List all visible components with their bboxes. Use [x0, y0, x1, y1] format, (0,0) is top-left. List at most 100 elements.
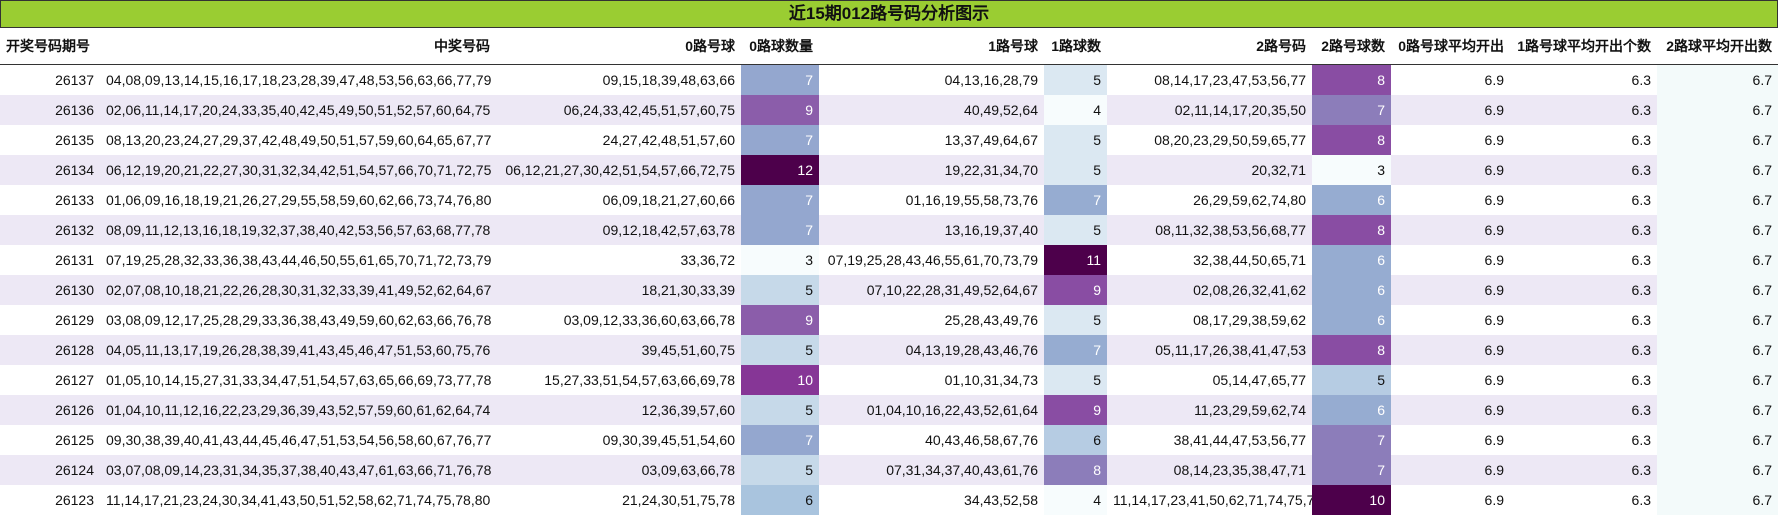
count-cell: 5 [1044, 364, 1107, 395]
count-cell: 7 [1044, 184, 1107, 215]
cell: 26129 [55, 311, 94, 328]
cell: 6.9 [1484, 491, 1504, 508]
cell: 26126 [0, 394, 100, 425]
cell: 39,45,51,60,75 [496, 334, 741, 365]
cell: 04,05,11,13,17,19,26,28,38,39,41,43,45,4… [100, 334, 496, 365]
cell: 6.7 [1657, 424, 1778, 455]
cell: 07,19,25,28,43,46,55,61,70,73,79 [827, 251, 1038, 268]
table-row: 26125 09,30,38,39,40,41,43,44,45,46,47,51… [0, 424, 1778, 455]
cell: 18,21,30,33,39 [496, 274, 741, 305]
count-cell: 9 [1044, 394, 1107, 425]
cell: 11,14,17,21,23,24,30,34,41,43,50,51,52,5… [106, 491, 491, 508]
count-cell: 6 [1312, 184, 1391, 215]
cell: 6.7 [1657, 154, 1778, 185]
cell: 15,27,33,51,54,57,63,66,69,78 [544, 371, 735, 388]
count-cell: 10 [741, 364, 819, 395]
count-cell: 7 [741, 214, 819, 245]
cell: 02,11,14,17,20,35,50 [1107, 94, 1312, 125]
cell: 40,49,52,64 [819, 94, 1044, 125]
count-cell: 5 [741, 274, 819, 305]
count-cell: 4 [1044, 484, 1107, 515]
table-row: 26126 01,04,10,11,12,16,22,23,29,36,39,43… [0, 394, 1778, 425]
count-cell: 5 [1044, 64, 1107, 95]
cell: 26125 [55, 431, 94, 448]
cell: 06,09,18,21,27,60,66 [602, 191, 735, 208]
count-cell: 6 [1312, 274, 1391, 305]
cell: 6.9 [1391, 274, 1510, 305]
cell: 6.3 [1631, 191, 1651, 208]
table-row: 26124 03,07,08,09,14,23,31,34,35,37,38,40… [0, 454, 1778, 485]
cell: 26131 [55, 251, 94, 268]
cell: 6.7 [1657, 394, 1778, 425]
cell: 08,14,23,35,38,47,71 [1107, 454, 1312, 485]
cell: 06,12,19,20,21,22,27,30,31,32,34,42,51,5… [100, 154, 496, 185]
count-cell: 5 [1044, 304, 1107, 335]
cell: 6.7 [1657, 94, 1778, 125]
cell: 11,14,17,23,41,50,62,71,74,75,78,80 [1113, 491, 1312, 508]
cell: 6.3 [1631, 131, 1651, 148]
cell: 09,15,18,39,48,63,66 [602, 71, 735, 88]
cell: 6.3 [1631, 491, 1651, 508]
cell: 01,16,19,55,58,73,76 [905, 191, 1038, 208]
count-cell: 7 [1312, 424, 1391, 455]
table-row: 26128 04,05,11,13,17,19,26,28,38,39,41,43… [0, 334, 1778, 365]
count-cell: 5 [1044, 214, 1107, 245]
table-row: 26123 11,14,17,21,23,24,30,34,41,43,50,51… [0, 484, 1778, 515]
cell: 03,07,08,09,14,23,31,34,35,37,38,40,43,4… [100, 454, 496, 485]
count-cell: 3 [1312, 154, 1391, 185]
table-row: 26135 08,13,20,23,24,27,29,37,42,48,49,50… [0, 124, 1778, 155]
cell: 03,08,09,12,17,25,28,29,33,36,38,43,49,5… [106, 311, 492, 328]
count-cell: 8 [1312, 334, 1391, 365]
table-row: 26136 02,06,11,14,17,20,24,33,35,40,42,45… [0, 94, 1778, 125]
count-cell: 9 [1044, 274, 1107, 305]
column-header: 1路球数 [1044, 28, 1107, 65]
data-table: 开奖号码期号 中奖号码 0路号球 0路球数量 1路号球 1路球数 2路号码 2路号球数 0路号球… [0, 28, 1778, 515]
cell: 6.9 [1391, 454, 1510, 485]
count-cell: 8 [1312, 214, 1391, 245]
cell: 6.3 [1631, 371, 1651, 388]
cell: 34,43,52,58 [964, 491, 1038, 508]
count-cell: 6 [1312, 394, 1391, 425]
column-header: 开奖号码期号 [0, 28, 100, 65]
count-cell: 6 [741, 484, 819, 515]
count-cell: 11 [1044, 244, 1107, 275]
count-cell: 6 [1044, 424, 1107, 455]
cell: 13,16,19,37,40 [819, 214, 1044, 245]
cell: 01,10,31,34,73 [944, 371, 1038, 388]
cell: 6.9 [1391, 214, 1510, 245]
count-cell: 5 [741, 454, 819, 485]
cell: 09,30,39,45,51,54,60 [602, 431, 735, 448]
cell: 08,11,32,38,53,56,68,77 [1107, 214, 1312, 245]
table-row: 26134 06,12,19,20,21,22,27,30,31,32,34,42… [0, 154, 1778, 185]
column-header: 2路号球数 [1312, 28, 1391, 65]
cell: 08,20,23,29,50,59,65,77 [1154, 131, 1306, 148]
cell: 25,28,43,49,76 [944, 311, 1038, 328]
cell: 01,04,10,11,12,16,22,23,29,36,39,43,52,5… [100, 394, 496, 425]
cell: 07,31,34,37,40,43,61,76 [819, 454, 1044, 485]
cell: 26133 [55, 191, 94, 208]
table-row: 26130 02,07,08,10,18,21,22,26,28,30,31,32… [0, 274, 1778, 305]
count-cell: 9 [741, 94, 819, 125]
cell: 04,08,09,13,14,15,16,17,18,23,28,39,47,4… [106, 71, 492, 88]
count-cell: 5 [741, 334, 819, 365]
cell: 6.7 [1657, 124, 1778, 155]
cell: 6.9 [1484, 251, 1504, 268]
cell: 06,12,21,27,30,42,51,54,57,66,72,75 [496, 154, 741, 185]
count-cell: 8 [1312, 64, 1391, 95]
cell: 26135 [55, 131, 94, 148]
column-header: 0路球数量 [741, 28, 819, 65]
count-cell: 8 [1044, 454, 1107, 485]
cell: 6.9 [1391, 94, 1510, 125]
cell: 03,09,63,66,78 [496, 454, 741, 485]
cell: 6.9 [1391, 394, 1510, 425]
cell: 21,24,30,51,75,78 [622, 491, 735, 508]
cell: 6.7 [1657, 274, 1778, 305]
cell: 6.9 [1484, 371, 1504, 388]
cell: 26137 [55, 71, 94, 88]
cell: 6.3 [1631, 71, 1651, 88]
cell: 26130 [0, 274, 100, 305]
column-header: 2路球平均开出数 [1657, 28, 1778, 65]
cell: 6.7 [1657, 64, 1778, 95]
cell: 26,29,59,62,74,80 [1193, 191, 1306, 208]
column-header: 1路号球平均开出个数 [1510, 28, 1657, 65]
